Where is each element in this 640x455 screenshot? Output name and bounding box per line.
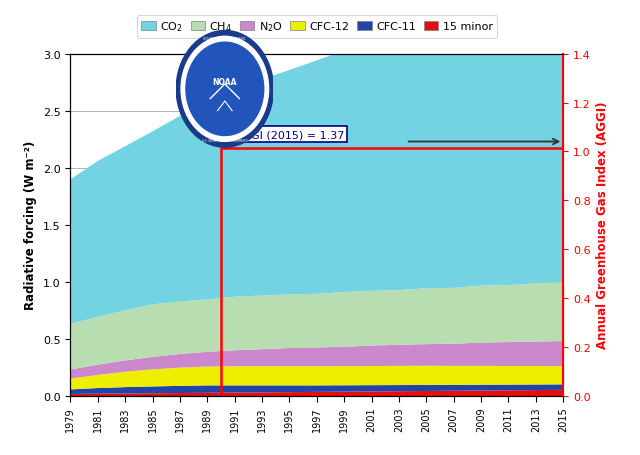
Bar (221, 149, 563, 396)
Ellipse shape (181, 37, 269, 142)
Text: NOAA: NOAA (212, 78, 237, 87)
Ellipse shape (176, 31, 273, 148)
Y-axis label: Radiative forcing (W m⁻²): Radiative forcing (W m⁻²) (24, 141, 37, 310)
Ellipse shape (186, 43, 264, 136)
Y-axis label: Annual Greenhouse Gas Index (AGGI): Annual Greenhouse Gas Index (AGGI) (596, 102, 609, 349)
Text: AGGI (2015) = 1.37: AGGI (2015) = 1.37 (235, 130, 344, 140)
Legend: CO$_2$, CH$_4$, N$_2$O, CFC-12, CFC-11, 15 minor: CO$_2$, CH$_4$, N$_2$O, CFC-12, CFC-11, … (136, 16, 497, 38)
Text: U.S. DEPARTMENT OF COMMERCE: U.S. DEPARTMENT OF COMMERCE (202, 139, 248, 142)
Text: OCEANIC AND ATMOSPHERIC: OCEANIC AND ATMOSPHERIC (204, 37, 246, 40)
